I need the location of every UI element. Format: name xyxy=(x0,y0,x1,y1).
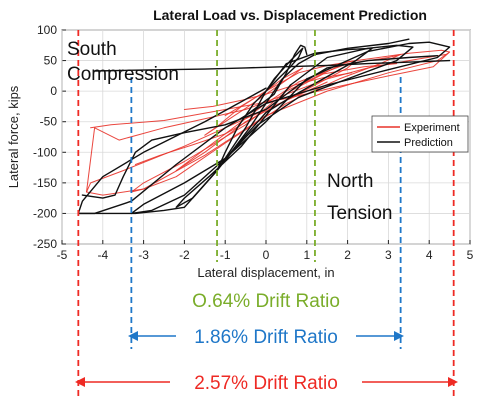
drift-label-2.57: 2.57% Drift Ratio xyxy=(194,373,338,394)
x-tick-label: -5 xyxy=(57,248,68,262)
series-line-experiment xyxy=(183,72,353,110)
annotation-compression: Compression xyxy=(67,64,179,85)
y-tick-label: 100 xyxy=(37,23,57,37)
legend-label-experiment: Experiment xyxy=(404,122,460,134)
y-axis-title: Lateral force, kips xyxy=(6,85,21,188)
annotation-tension: Tension xyxy=(327,203,393,224)
series-layer xyxy=(77,38,451,215)
y-tick-label: -200 xyxy=(33,206,57,220)
drift-arrowhead-right-1.86 xyxy=(394,331,404,341)
x-tick-label: 5 xyxy=(467,248,474,262)
legend: Experiment Prediction xyxy=(371,115,469,153)
x-tick-labels: -5 -4 -3 -2 -1 0 1 2 3 4 5 xyxy=(57,248,474,262)
x-axis-title: Lateral displacement, in xyxy=(197,265,334,280)
x-tick-label: -4 xyxy=(97,248,108,262)
x-tick-label: -3 xyxy=(138,248,149,262)
drift-label-bg-2.57 xyxy=(170,370,362,394)
x-tick-label: 3 xyxy=(385,248,392,262)
annotation-north: North xyxy=(327,171,373,192)
legend-label-prediction: Prediction xyxy=(404,137,453,149)
series-line-prediction xyxy=(130,44,414,215)
series-line-prediction xyxy=(240,44,308,120)
legend-box xyxy=(371,115,469,153)
drift-arrowhead-right-2.57 xyxy=(448,377,458,387)
x-tick-label: -1 xyxy=(220,248,231,262)
x-tick-label: 2 xyxy=(344,248,351,262)
drift-arrowhead-left-1.86 xyxy=(128,331,138,341)
x-tick-label: 0 xyxy=(263,248,270,262)
series-line-experiment xyxy=(86,49,451,196)
series-line-prediction xyxy=(77,38,410,215)
drift-label-0.64: O.64% Drift Ratio xyxy=(192,291,340,312)
series-line-prediction xyxy=(93,59,451,72)
x-tick-label: 1 xyxy=(303,248,310,262)
series-line-prediction xyxy=(175,47,373,209)
drift-arrowhead-left-2.57 xyxy=(75,377,85,387)
x-tick-label: -2 xyxy=(179,248,190,262)
drift-annotations: O.64% Drift Ratio 1.86% Drift Ratio 2.57… xyxy=(75,291,458,394)
y-tick-label: 50 xyxy=(44,54,58,68)
y-tick-label: -50 xyxy=(40,115,58,129)
y-tick-label: -150 xyxy=(33,176,57,190)
series-line-prediction xyxy=(77,41,451,215)
y-tick-label: -250 xyxy=(33,237,57,251)
drift-label-bg-1.86 xyxy=(176,324,356,348)
chart-title: Lateral Load vs. Displacement Prediction xyxy=(153,7,427,23)
annotation-south: South xyxy=(67,39,117,60)
series-prediction xyxy=(77,38,451,215)
drift-label-1.86: 1.86% Drift Ratio xyxy=(194,327,338,348)
y-tick-label: -100 xyxy=(33,145,57,159)
series-line-prediction xyxy=(81,55,439,199)
y-tick-labels: -250 -200 -150 -100 -50 0 50 100 xyxy=(33,23,57,251)
x-tick-label: 4 xyxy=(426,248,433,262)
series-line-experiment xyxy=(90,51,451,129)
y-tick-label: 0 xyxy=(50,84,57,98)
